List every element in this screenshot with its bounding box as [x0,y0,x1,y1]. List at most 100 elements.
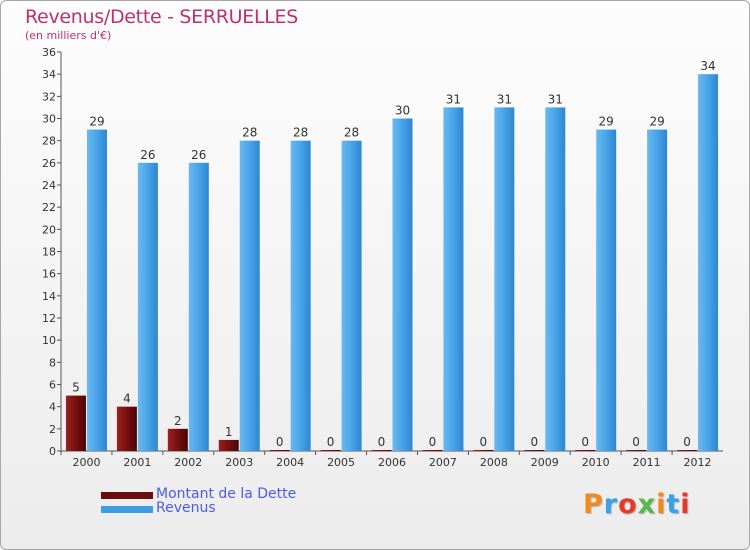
y-tick-label: 24 [42,179,56,192]
y-tick-label: 12 [42,312,56,325]
data-label-revenus-2003: 28 [242,126,257,140]
bars [65,74,719,452]
bar-revenus-2000 [86,129,107,452]
x-tick-label: 2012 [684,456,712,469]
bar-revenus-2010 [596,129,617,452]
x-tick-label: 2009 [531,456,559,469]
y-tick-label: 10 [42,334,56,347]
data-label-dette-2000: 5 [72,381,80,395]
data-label-revenus-2004: 28 [293,126,308,140]
logo-letter: o [618,489,638,520]
x-tick-label: 2008 [480,456,508,469]
data-label-revenus-2007: 31 [446,92,461,106]
y-tick-label: 22 [42,201,56,214]
bar-dette-2010 [575,450,596,451]
y-tick-label: 28 [42,135,56,148]
data-label-dette-2002: 2 [174,414,182,428]
logo-letter: t [666,489,681,520]
data-label-revenus-2001: 26 [140,148,155,162]
y-tick-label: 14 [42,290,56,303]
data-label-dette-2009: 0 [530,435,538,449]
data-label-dette-2010: 0 [581,435,589,449]
data-label-revenus-2009: 31 [548,92,563,106]
bar-revenus-2012 [698,74,719,452]
proxiti-logo: Proxiti [583,489,691,520]
y-tick-label: 30 [42,113,56,126]
data-label-revenus-2006: 30 [395,104,410,118]
data-label-dette-2005: 0 [327,435,335,449]
bar-dette-2003 [218,439,239,451]
x-tick-label: 2005 [327,456,355,469]
bar-revenus-2004 [290,140,311,451]
y-tick-label: 0 [49,445,56,458]
logo-letter: i [680,489,691,520]
bar-dette-2005 [320,450,341,451]
y-tick-label: 6 [49,379,56,392]
legend-label-debt: Montant de la Dette [156,486,297,502]
logo-letter: r [603,489,619,520]
bar-dette-2008 [473,450,494,451]
y-tick-label: 18 [42,246,56,259]
x-tick-label: 2010 [582,456,610,469]
data-label-dette-2001: 4 [123,392,131,406]
bar-revenus-2002 [188,162,209,452]
bar-revenus-2011 [647,129,668,452]
bar-dette-2004 [269,450,290,451]
y-tick-label: 26 [42,157,56,170]
logo-letter: x [637,489,657,520]
data-label-dette-2011: 0 [632,435,640,449]
x-tick-label: 2001 [123,456,151,469]
y-tick-label: 20 [42,223,56,236]
chart-subtitle: (en milliers d'€) [25,29,112,42]
data-label-dette-2008: 0 [480,435,488,449]
data-label-dette-2007: 0 [429,435,437,449]
data-label-dette-2004: 0 [276,435,284,449]
chart-title: Revenus/Dette - SERRUELLES [25,6,299,28]
data-label-revenus-2008: 31 [497,92,512,106]
data-label-revenus-2005: 28 [344,126,359,140]
data-label-revenus-2012: 34 [700,59,715,73]
y-tick-label: 34 [42,68,56,81]
x-tick-label: 2006 [378,456,406,469]
y-tick-label: 2 [49,423,56,436]
data-label-revenus-2000: 29 [89,115,104,129]
data-label-dette-2012: 0 [683,435,691,449]
x-tick-label: 2011 [633,456,661,469]
y-tick-label: 32 [42,90,56,103]
legend-swatch-debt [101,492,153,499]
legend-label-revenus: Revenus [156,500,216,516]
y-tick-label: 36 [42,46,56,59]
data-labels: 5 29 4 26 2 26 1 28 0 28 0 28 0 30 0 31 0 31 0 31 0 29 0 29 0 34 [72,59,716,449]
y-tick-label: 16 [42,268,56,281]
bar-dette-2001 [116,406,137,451]
data-label-revenus-2010: 29 [599,115,614,129]
bar-revenus-2009 [545,107,566,452]
data-label-dette-2003: 1 [225,425,233,439]
x-tick-label: 2007 [429,456,457,469]
bar-dette-2006 [371,450,392,451]
data-label-dette-2006: 0 [378,435,386,449]
bar-revenus-2005 [341,140,362,451]
data-label-revenus-2011: 29 [649,115,664,129]
logo-letter: i [656,489,667,520]
x-tick-label: 2002 [174,456,202,469]
data-label-revenus-2002: 26 [191,148,206,162]
x-tick-label: 2004 [276,456,304,469]
bar-dette-2009 [524,450,545,451]
bar-dette-2002 [167,428,188,451]
x-tick-label: 2003 [225,456,253,469]
bar-dette-2007 [422,450,443,451]
bar-dette-2011 [626,450,647,451]
x-tick-label: 2000 [72,456,100,469]
bar-dette-2000 [65,395,86,451]
legend-swatch-revenus [101,506,153,513]
y-tick-label: 8 [49,356,56,369]
bar-revenus-2001 [137,162,158,452]
y-tick-label: 4 [49,401,56,414]
logo-letter: P [583,489,604,520]
bar-dette-2012 [677,450,698,451]
bar-revenus-2008 [494,107,515,452]
bar-revenus-2006 [392,118,413,451]
bar-revenus-2003 [239,140,260,451]
